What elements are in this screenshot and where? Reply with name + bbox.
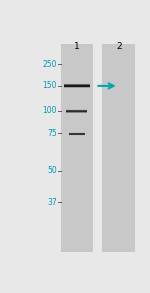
Bar (64, 86, 90, 87)
Text: 250: 250 (43, 60, 57, 69)
Bar (102, 44, 135, 252)
Bar (64, 87, 90, 88)
Bar (64, 84, 90, 85)
Text: 50: 50 (47, 166, 57, 175)
Bar (64, 85, 90, 86)
Text: 150: 150 (43, 81, 57, 91)
Text: 37: 37 (47, 197, 57, 207)
Bar (61, 44, 93, 252)
Bar (66, 110, 87, 111)
Bar (66, 111, 87, 112)
Bar (66, 112, 87, 113)
Text: 75: 75 (47, 129, 57, 138)
Text: 100: 100 (43, 106, 57, 115)
Text: 1: 1 (74, 42, 80, 51)
Text: 2: 2 (116, 42, 122, 51)
